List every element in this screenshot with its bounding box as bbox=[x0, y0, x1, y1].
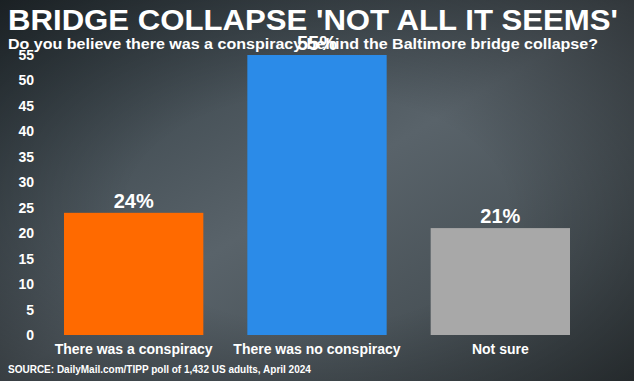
y-tick-label: 45 bbox=[18, 98, 34, 114]
data-labels: 24% 55% 21% bbox=[114, 32, 521, 227]
data-label: 55% bbox=[297, 32, 337, 54]
y-tick-label: 55 bbox=[18, 47, 34, 63]
bar bbox=[431, 228, 570, 335]
source: SOURCE: DailyMail.com/TIPP poll of 1,432… bbox=[8, 364, 311, 375]
data-label: 21% bbox=[480, 205, 520, 227]
x-axis: There was a conspiracy There was no consp… bbox=[55, 341, 529, 357]
y-tick-label: 10 bbox=[18, 276, 34, 292]
y-tick-label: 25 bbox=[18, 200, 34, 216]
bar bbox=[247, 55, 386, 335]
y-tick-label: 15 bbox=[18, 251, 34, 267]
y-tick-label: 0 bbox=[26, 327, 34, 343]
y-tick-label: 50 bbox=[18, 72, 34, 88]
x-tick-label: There was a conspiracy bbox=[55, 341, 213, 357]
x-tick-label: Not sure bbox=[472, 341, 529, 357]
y-tick-label: 40 bbox=[18, 123, 34, 139]
x-tick-label: There was no conspiracy bbox=[233, 341, 400, 357]
y-axis: 0 5 10 15 20 25 30 35 40 45 50 55 bbox=[18, 47, 34, 343]
chart-svg: BRIDGE COLLAPSE 'NOT ALL IT SEEMS'Do you… bbox=[0, 0, 634, 381]
data-label: 24% bbox=[114, 190, 154, 212]
y-tick-label: 5 bbox=[26, 302, 34, 318]
y-tick-label: 20 bbox=[18, 225, 34, 241]
y-tick-label: 30 bbox=[18, 174, 34, 190]
background bbox=[0, 0, 634, 381]
bars bbox=[64, 55, 570, 335]
chart-container: BRIDGE COLLAPSE 'NOT ALL IT SEEMS'Do you… bbox=[0, 0, 634, 381]
background-vignette bbox=[0, 0, 634, 381]
bar bbox=[64, 213, 203, 335]
y-tick-label: 35 bbox=[18, 149, 34, 165]
